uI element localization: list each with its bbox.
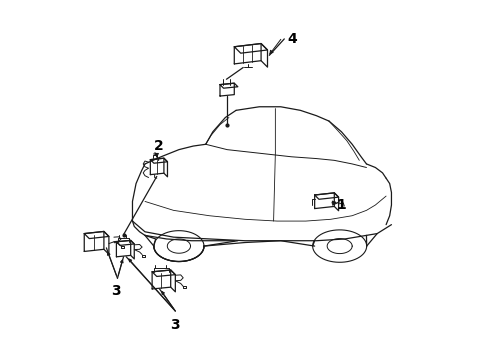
Text: 3: 3 [111, 284, 121, 298]
Text: 2: 2 [154, 139, 164, 153]
Text: 3: 3 [171, 318, 180, 332]
Text: 4: 4 [288, 32, 297, 46]
Text: 1: 1 [336, 198, 346, 212]
